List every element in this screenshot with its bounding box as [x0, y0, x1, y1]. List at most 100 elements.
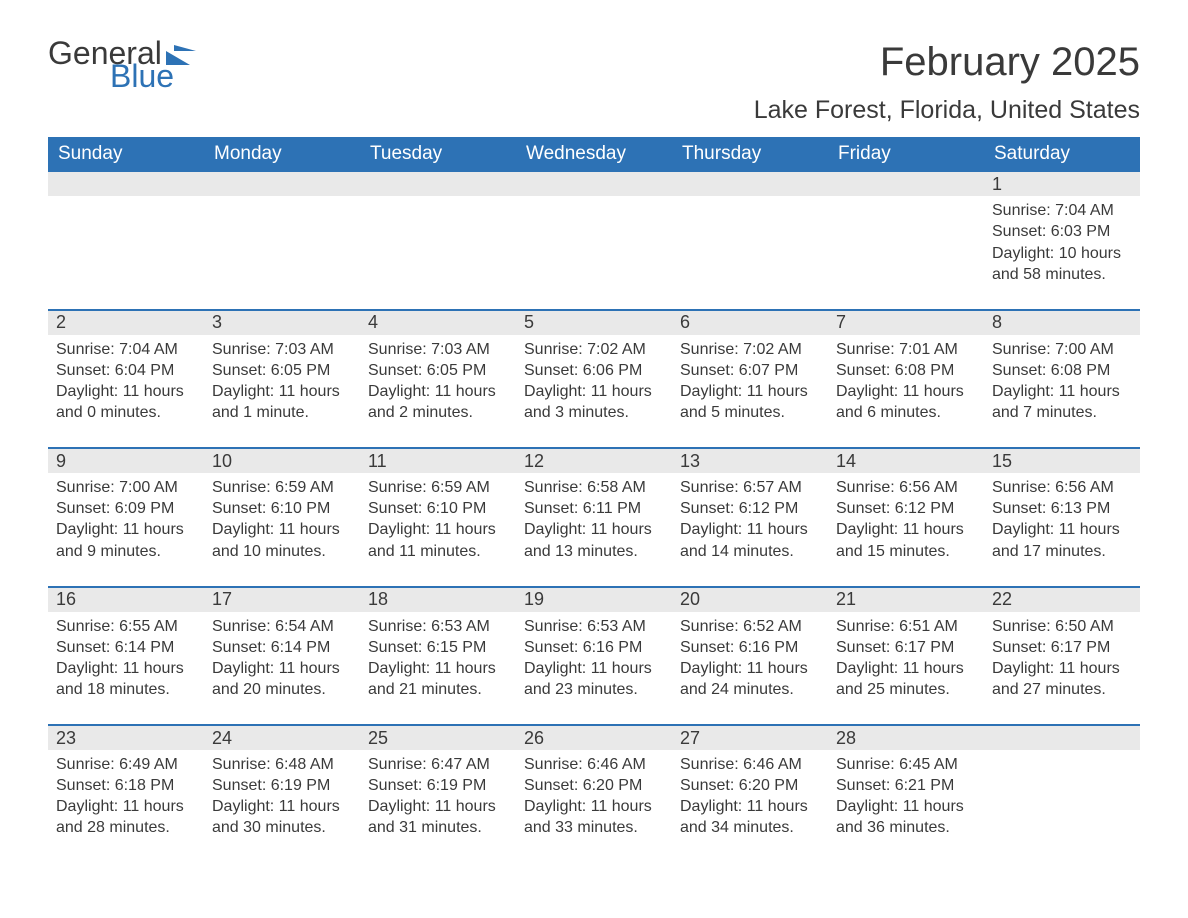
daylight-text: Daylight: 11 hours and 25 minutes.: [836, 658, 976, 700]
day-number: 23: [48, 728, 76, 749]
logo-text-blue: Blue: [110, 63, 200, 90]
sunset-text: Sunset: 6:12 PM: [680, 498, 820, 519]
day-number: 1: [984, 174, 1002, 195]
day-info: Sunrise: 6:59 AMSunset: 6:10 PMDaylight:…: [360, 473, 516, 561]
sunset-text: Sunset: 6:15 PM: [368, 637, 508, 658]
daylight-text: Daylight: 11 hours and 10 minutes.: [212, 519, 352, 561]
day-number: 5: [516, 312, 534, 333]
day-number: 12: [516, 451, 544, 472]
daynum-strip: 6: [672, 311, 828, 335]
daylight-text: Daylight: 11 hours and 31 minutes.: [368, 796, 508, 838]
week-row: 16 Sunrise: 6:55 AMSunset: 6:14 PM Dayligh…: [48, 586, 1140, 712]
day-cell: 6Sunrise: 7:02 AMSunset: 6:07 PMDaylight…: [672, 311, 828, 435]
sunrise-text: Sunrise: 6:59 AM: [212, 477, 352, 498]
day-info: Sunrise: 7:00 AMSunset: 6:09 PMDaylight:…: [48, 473, 204, 561]
sunrise-text: Sunrise: 7:02 AM: [524, 339, 664, 360]
day-number: 19: [516, 589, 544, 610]
sunset-text: Sunset: 6:13 PM: [992, 498, 1132, 519]
sunrise-text: Sunrise: 6:53 AM: [524, 616, 664, 637]
dow-header: Tuesday: [360, 137, 516, 172]
day-info: Sunrise: 6:59 AMSunset: 6:10 PMDaylight:…: [204, 473, 360, 561]
day-cell: 19Sunrise: 6:53 AMSunset: 6:16 PMDayligh…: [516, 588, 672, 712]
daynum-strip: 23: [48, 726, 204, 750]
day-number: 21: [828, 589, 856, 610]
daynum-strip: [360, 172, 516, 196]
day-cell: [672, 172, 828, 296]
day-cell: 7Sunrise: 7:01 AMSunset: 6:08 PMDaylight…: [828, 311, 984, 435]
day-number: 7: [828, 312, 846, 333]
day-number: 27: [672, 728, 700, 749]
day-number: 16: [48, 589, 76, 610]
daynum-strip: 10: [204, 449, 360, 473]
daynum-strip: 20: [672, 588, 828, 612]
day-cell: 21Sunrise: 6:51 AMSunset: 6:17 PMDayligh…: [828, 588, 984, 712]
sunset-text: Sunset: 6:05 PM: [368, 360, 508, 381]
sunset-text: Sunset: 6:10 PM: [368, 498, 508, 519]
daynum-strip: [204, 172, 360, 196]
logo: General Blue: [48, 40, 200, 90]
daylight-text: Daylight: 11 hours and 34 minutes.: [680, 796, 820, 838]
day-info: Sunrise: 6:47 AMSunset: 6:19 PMDaylight:…: [360, 750, 516, 838]
daynum-strip: 3: [204, 311, 360, 335]
sunrise-text: Sunrise: 6:57 AM: [680, 477, 820, 498]
sunrise-text: Sunrise: 7:02 AM: [680, 339, 820, 360]
day-cell: [48, 172, 204, 296]
sunset-text: Sunset: 6:14 PM: [56, 637, 196, 658]
day-number: 9: [48, 451, 66, 472]
daynum-strip: 17: [204, 588, 360, 612]
day-cell: [828, 172, 984, 296]
day-info: Sunrise: 6:51 AMSunset: 6:17 PMDaylight:…: [828, 612, 984, 700]
day-info: Sunrise: 7:03 AMSunset: 6:05 PMDaylight:…: [204, 335, 360, 423]
day-info: Sunrise: 7:00 AMSunset: 6:08 PMDaylight:…: [984, 335, 1140, 423]
daynum-strip: 25: [360, 726, 516, 750]
sunset-text: Sunset: 6:19 PM: [368, 775, 508, 796]
day-cell: 24Sunrise: 6:48 AMSunset: 6:19 PMDayligh…: [204, 726, 360, 850]
daylight-text: Daylight: 11 hours and 6 minutes.: [836, 381, 976, 423]
daynum-strip: [828, 172, 984, 196]
day-info: Sunrise: 6:45 AMSunset: 6:21 PMDaylight:…: [828, 750, 984, 838]
day-info: Sunrise: 6:54 AMSunset: 6:14 PMDaylight:…: [204, 612, 360, 700]
day-cell: 18Sunrise: 6:53 AMSunset: 6:15 PMDayligh…: [360, 588, 516, 712]
day-cell: 27Sunrise: 6:46 AMSunset: 6:20 PMDayligh…: [672, 726, 828, 850]
day-cell: 16Sunrise: 6:55 AMSunset: 6:14 PMDayligh…: [48, 588, 204, 712]
day-cell: 2Sunrise: 7:04 AMSunset: 6:04 PMDaylight…: [48, 311, 204, 435]
day-info: Sunrise: 7:02 AMSunset: 6:07 PMDaylight:…: [672, 335, 828, 423]
sunset-text: Sunset: 6:16 PM: [680, 637, 820, 658]
daylight-text: Daylight: 11 hours and 13 minutes.: [524, 519, 664, 561]
sunrise-text: Sunrise: 6:51 AM: [836, 616, 976, 637]
daylight-text: Daylight: 11 hours and 3 minutes.: [524, 381, 664, 423]
day-cell: 13 Sunrise: 6:57 AMSunset: 6:12 PMDayligh…: [672, 449, 828, 573]
day-cell: [516, 172, 672, 296]
daylight-text: Daylight: 11 hours and 9 minutes.: [56, 519, 196, 561]
sunset-text: Sunset: 6:09 PM: [56, 498, 196, 519]
day-number: 25: [360, 728, 388, 749]
page-title: February 2025: [880, 40, 1140, 85]
day-cell: 28Sunrise: 6:45 AMSunset: 6:21 PMDayligh…: [828, 726, 984, 850]
sunset-text: Sunset: 6:11 PM: [524, 498, 664, 519]
sunset-text: Sunset: 6:18 PM: [56, 775, 196, 796]
sunrise-text: Sunrise: 6:49 AM: [56, 754, 196, 775]
day-info: Sunrise: 6:46 AMSunset: 6:20 PMDaylight:…: [672, 750, 828, 838]
day-cell: [360, 172, 516, 296]
day-cell: 9Sunrise: 7:00 AMSunset: 6:09 PMDaylight…: [48, 449, 204, 573]
day-cell: 8Sunrise: 7:00 AMSunset: 6:08 PMDaylight…: [984, 311, 1140, 435]
day-info: Sunrise: 6:48 AMSunset: 6:19 PMDaylight:…: [204, 750, 360, 838]
day-cell: 15Sunrise: 6:56 AMSunset: 6:13 PMDayligh…: [984, 449, 1140, 573]
dow-header: Monday: [204, 137, 360, 172]
day-info: Sunrise: 7:02 AMSunset: 6:06 PMDaylight:…: [516, 335, 672, 423]
day-cell: 4Sunrise: 7:03 AMSunset: 6:05 PMDaylight…: [360, 311, 516, 435]
day-info: Sunrise: 6:52 AMSunset: 6:16 PMDaylight:…: [672, 612, 828, 700]
daylight-text: Daylight: 11 hours and 21 minutes.: [368, 658, 508, 700]
sunrise-text: Sunrise: 6:54 AM: [212, 616, 352, 637]
daylight-text: Daylight: 11 hours and 28 minutes.: [56, 796, 196, 838]
sunset-text: Sunset: 6:16 PM: [524, 637, 664, 658]
day-number: 13: [672, 451, 700, 472]
daylight-text: Daylight: 11 hours and 14 minutes.: [680, 519, 820, 561]
sunrise-text: Sunrise: 6:55 AM: [56, 616, 196, 637]
day-number: 24: [204, 728, 232, 749]
dow-header: Friday: [828, 137, 984, 172]
sunrise-text: Sunrise: 6:48 AM: [212, 754, 352, 775]
day-cell: 26Sunrise: 6:46 AMSunset: 6:20 PMDayligh…: [516, 726, 672, 850]
sunrise-text: Sunrise: 6:56 AM: [836, 477, 976, 498]
day-number: 11: [360, 451, 387, 472]
